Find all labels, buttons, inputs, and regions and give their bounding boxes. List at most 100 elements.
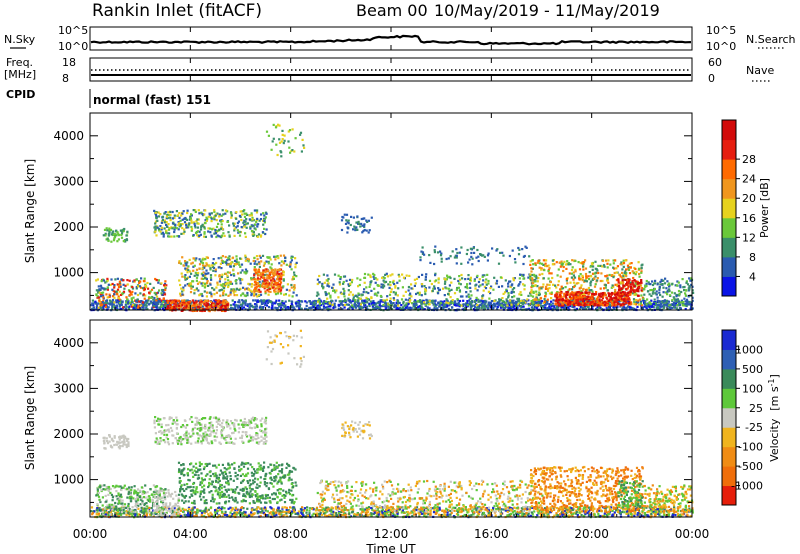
range-cell (280, 260, 283, 263)
range-cell (244, 303, 247, 306)
range-cell (604, 293, 607, 297)
range-cell (267, 274, 270, 277)
range-cell (106, 229, 109, 232)
range-cell (568, 288, 571, 291)
range-cell (131, 286, 134, 289)
range-cell (566, 282, 569, 285)
range-cell (683, 289, 686, 292)
range-cell (95, 279, 98, 282)
range-cell (525, 300, 528, 303)
range-cell (615, 303, 618, 306)
range-cell (387, 303, 390, 306)
range-cell (536, 302, 540, 305)
range-cell (367, 291, 370, 295)
range-cell (518, 301, 521, 304)
range-cell (616, 284, 619, 287)
range-cell (220, 226, 223, 229)
range-cell (203, 286, 206, 289)
range-cell (173, 216, 176, 219)
range-cell (247, 303, 250, 306)
range-cell (461, 295, 464, 298)
range-cell (468, 299, 471, 302)
range-cell (107, 283, 110, 286)
range-cell (195, 303, 198, 307)
range-cell (238, 234, 242, 237)
range-cell (604, 283, 607, 286)
range-cell (205, 304, 208, 307)
range-cell (357, 301, 360, 304)
range-cell (535, 307, 538, 310)
range-cell (573, 305, 576, 308)
range-cell (172, 226, 176, 229)
range-cell (651, 280, 654, 283)
range-cell (428, 286, 431, 289)
range-cell (402, 302, 405, 305)
range-cell (530, 294, 533, 297)
range-cell (385, 304, 388, 307)
range-cell (473, 308, 476, 311)
range-cell (177, 221, 180, 224)
range-cell (204, 221, 207, 225)
range-cell (641, 287, 644, 290)
range-cell (363, 225, 366, 228)
range-cell (183, 228, 186, 231)
range-cell (206, 280, 209, 283)
range-cell (543, 303, 546, 306)
range-cell (639, 302, 643, 305)
range-cell (576, 291, 579, 294)
range-cell (270, 267, 273, 270)
range-cell (123, 227, 126, 231)
range-cell (263, 274, 266, 277)
range-cell (437, 301, 440, 304)
range-cell (556, 306, 559, 309)
range-cell (244, 308, 247, 311)
range-cell (588, 291, 591, 294)
range-cell (445, 301, 448, 304)
range-cell (602, 264, 606, 267)
range-cell (103, 228, 107, 231)
range-cell (650, 299, 653, 302)
range-cell (630, 262, 633, 265)
range-cell (258, 265, 261, 268)
range-cell (559, 303, 562, 306)
range-cell (626, 278, 629, 281)
range-cell (622, 274, 625, 277)
range-cell (126, 301, 129, 304)
range-cell (252, 231, 255, 234)
range-cell (101, 303, 104, 306)
range-cell (251, 216, 254, 219)
range-cell (645, 305, 648, 308)
range-cell (636, 305, 639, 308)
range-cell (521, 274, 524, 277)
range-cell (115, 299, 118, 302)
range-cell (201, 281, 204, 285)
range-cell (573, 276, 577, 279)
range-cell (189, 285, 193, 288)
range-cell (616, 302, 619, 305)
range-cell (289, 263, 292, 266)
range-cell (430, 282, 433, 286)
range-cell (334, 299, 337, 302)
range-cell (236, 262, 239, 265)
range-cell (193, 274, 196, 277)
range-cell (687, 303, 690, 306)
range-cell (679, 307, 682, 310)
range-cell (297, 302, 300, 305)
range-cell (621, 271, 624, 274)
range-cell (265, 274, 269, 277)
range-cell (234, 305, 237, 309)
range-cell (203, 213, 206, 216)
range-cell (574, 270, 577, 273)
range-cell (628, 305, 631, 309)
range-cell (155, 304, 158, 307)
range-cell (187, 303, 190, 306)
range-cell (606, 274, 609, 277)
range-cell (574, 296, 577, 299)
range-cell (410, 287, 413, 290)
range-cell (568, 303, 572, 306)
range-cell (510, 290, 513, 293)
range-cell (460, 273, 463, 277)
range-cell (142, 305, 145, 308)
range-cell (312, 305, 315, 308)
range-cell (224, 281, 227, 284)
